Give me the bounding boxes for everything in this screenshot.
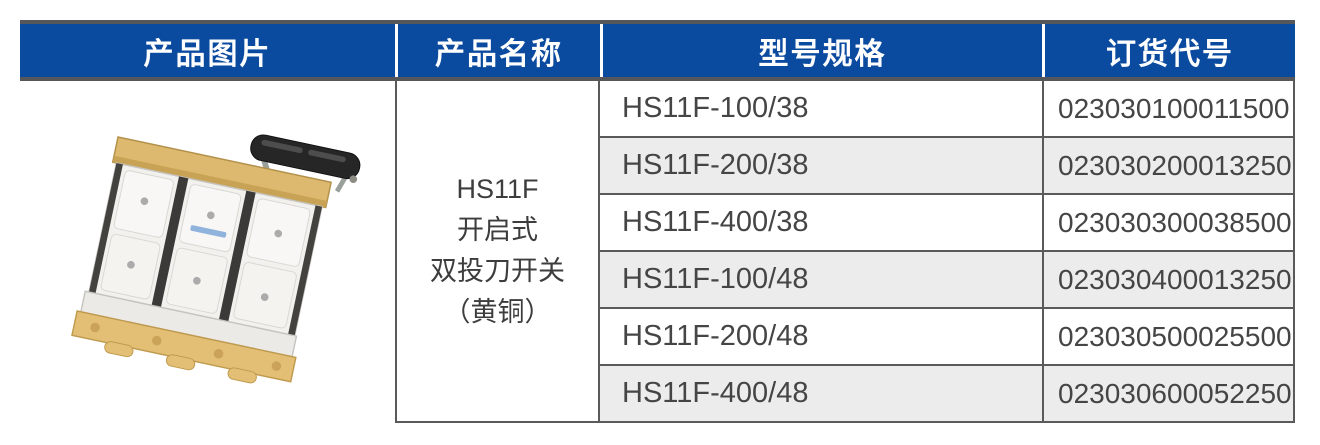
model-spec-cell: HS11F-200/38 — [600, 138, 1042, 195]
product-image-cell — [20, 81, 395, 423]
model-spec-cell: HS11F-400/38 — [600, 195, 1042, 252]
table-body: HS11F 开启式 双投刀开关 （黄铜） HS11F-100/38 HS11F-… — [20, 81, 1295, 423]
model-spec-cell: HS11F-400/48 — [600, 366, 1042, 423]
order-code-cell: 023030500025500 — [1044, 309, 1293, 366]
order-code-cell: 023030600052250 — [1044, 366, 1293, 423]
order-code-column: 023030100011500 023030200013250 02303030… — [1042, 81, 1295, 423]
order-code-cell: 023030100011500 — [1044, 81, 1293, 138]
product-name-line: （黄铜） — [443, 297, 552, 328]
order-code-cell: 023030300038500 — [1044, 195, 1293, 252]
header-cell-model-spec: 型号规格 — [600, 24, 1042, 77]
header-cell-product-image: 产品图片 — [143, 37, 272, 71]
product-name-line: HS11F — [456, 173, 539, 204]
model-spec-cell: HS11F-100/48 — [600, 252, 1042, 309]
model-spec-cell: HS11F-200/48 — [600, 309, 1042, 366]
table-header-row: 产品图片 产品名称 型号规格 订货代号 — [20, 20, 1295, 81]
order-code-cell: 023030200013250 — [1044, 138, 1293, 195]
product-spec-table: 产品图片 产品名称 型号规格 订货代号 — [20, 20, 1295, 423]
header-cell-product-name: 产品名称 — [395, 24, 600, 77]
model-spec-cell: HS11F-100/38 — [600, 81, 1042, 138]
product-name-line: 双投刀开关 — [430, 256, 565, 286]
product-name-cell: HS11F 开启式 双投刀开关 （黄铜） — [395, 81, 600, 423]
product-name-line: 开启式 — [457, 214, 538, 245]
knife-switch-product-image — [70, 134, 360, 384]
order-code-cell: 023030400013250 — [1044, 252, 1293, 309]
model-spec-column: HS11F-100/38 HS11F-200/38 HS11F-400/38 H… — [600, 81, 1042, 423]
header-cell-order-code: 订货代号 — [1042, 24, 1295, 77]
